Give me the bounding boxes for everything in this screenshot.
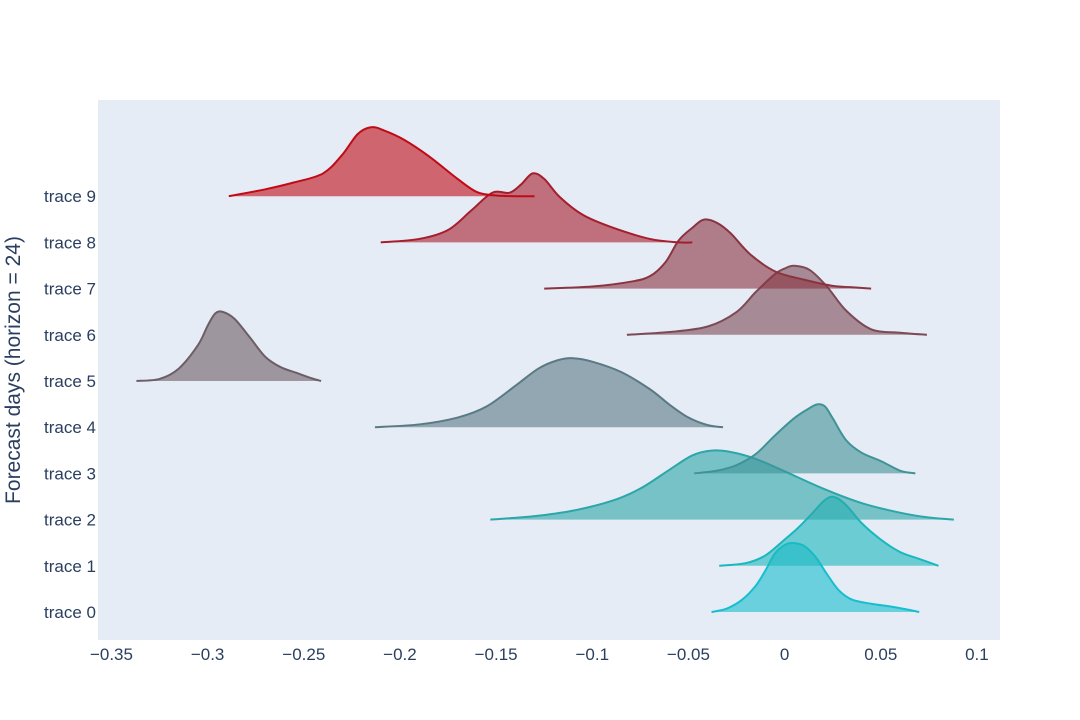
ridge-fill-trace-1 <box>719 496 939 566</box>
y-axis-title: Forecast days (horizon = 24) <box>2 236 25 504</box>
ridge-fill-trace-2 <box>490 450 954 520</box>
ridges-group <box>136 126 954 613</box>
ridge-fill-trace-9 <box>228 127 535 197</box>
ridge-line-trace-2 <box>490 449 954 521</box>
x-tick-label: −0.2 <box>383 645 417 664</box>
y-tick-label: trace 4 <box>44 418 96 437</box>
y-tick-label: trace 1 <box>44 557 96 576</box>
ridge-line-trace-3 <box>694 403 916 475</box>
y-tick-label: trace 3 <box>44 464 96 483</box>
ridge-line-trace-4 <box>374 357 724 429</box>
x-tick-label: −0.25 <box>282 645 325 664</box>
ridge-fill-trace-6 <box>626 265 927 335</box>
ridge-fill-trace-5 <box>136 311 322 381</box>
x-tick-label: −0.05 <box>667 645 710 664</box>
x-tick-label: −0.1 <box>575 645 609 664</box>
x-tick-label: 0.05 <box>864 645 897 664</box>
ridge-line-trace-5 <box>136 310 322 382</box>
ridge-fill-trace-8 <box>380 173 693 243</box>
ridge-line-trace-9 <box>228 126 535 198</box>
ridge-line-trace-6 <box>626 264 927 336</box>
ridge-fill-trace-7 <box>544 219 872 289</box>
x-tick-label: −0.3 <box>191 645 225 664</box>
x-tick-label: −0.15 <box>475 645 518 664</box>
y-tick-label: trace 8 <box>44 233 96 252</box>
ridge-line-trace-8 <box>380 172 693 244</box>
y-tick-label: trace 9 <box>44 187 96 206</box>
x-tick-label: 0 <box>780 645 789 664</box>
y-tick-labels: trace 0 trace 1 trace 2 trace 3 trace 4 trace… <box>44 187 96 622</box>
ridge-line-trace-7 <box>544 218 872 290</box>
ridge-fill-trace-4 <box>374 358 724 428</box>
y-tick-label: trace 7 <box>44 280 96 299</box>
ridge-fill-trace-3 <box>694 404 916 474</box>
x-tick-label: −0.35 <box>90 645 133 664</box>
y-tick-label: trace 2 <box>44 511 96 530</box>
y-tick-label: trace 0 <box>44 603 96 622</box>
x-tick-labels: −0.35 −0.3 −0.25 −0.2 −0.15 −0.1 −0.05 0 0.05 0.1 <box>90 645 989 664</box>
y-tick-label: trace 6 <box>44 326 96 345</box>
y-tick-label: trace 5 <box>44 372 96 391</box>
ridge-fill-trace-0 <box>711 542 920 612</box>
x-tick-label: 0.1 <box>965 645 989 664</box>
